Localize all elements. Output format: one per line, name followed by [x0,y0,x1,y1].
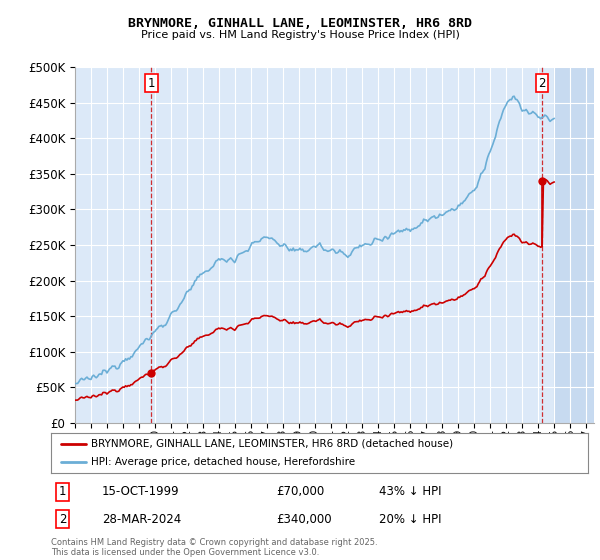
Text: 28-MAR-2024: 28-MAR-2024 [102,513,181,526]
Text: 1: 1 [59,486,67,498]
Text: 1: 1 [148,77,155,90]
Text: BRYNMORE, GINHALL LANE, LEOMINSTER, HR6 8RD (detached house): BRYNMORE, GINHALL LANE, LEOMINSTER, HR6 … [91,439,454,449]
Text: 2: 2 [538,77,545,90]
Text: Price paid vs. HM Land Registry's House Price Index (HPI): Price paid vs. HM Land Registry's House … [140,30,460,40]
Bar [554,67,594,423]
Text: 43% ↓ HPI: 43% ↓ HPI [379,486,441,498]
Text: £340,000: £340,000 [277,513,332,526]
Text: 2: 2 [59,513,67,526]
Text: BRYNMORE, GINHALL LANE, LEOMINSTER, HR6 8RD: BRYNMORE, GINHALL LANE, LEOMINSTER, HR6 … [128,17,472,30]
Text: 20% ↓ HPI: 20% ↓ HPI [379,513,441,526]
Text: HPI: Average price, detached house, Herefordshire: HPI: Average price, detached house, Here… [91,458,355,467]
Text: 15-OCT-1999: 15-OCT-1999 [102,486,179,498]
Text: Contains HM Land Registry data © Crown copyright and database right 2025.
This d: Contains HM Land Registry data © Crown c… [51,538,377,557]
Text: £70,000: £70,000 [277,486,325,498]
